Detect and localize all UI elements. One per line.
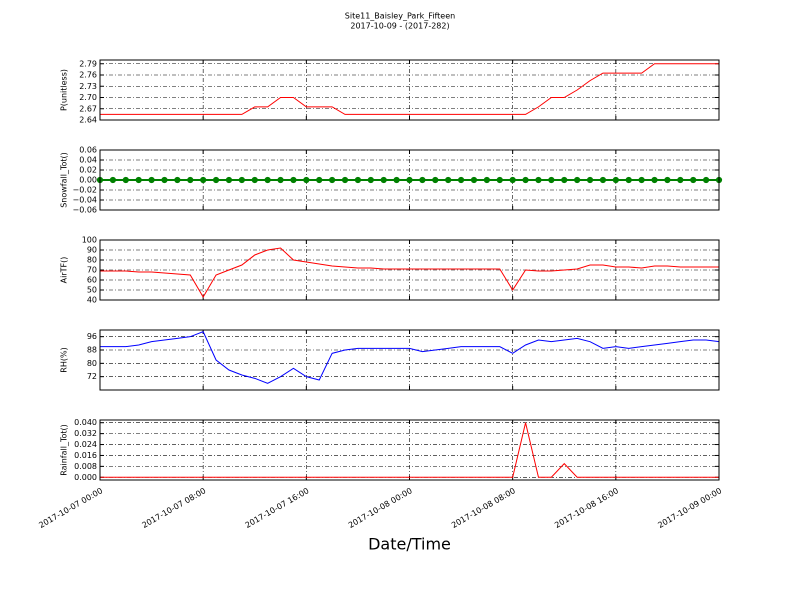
y-axis-label: P(unitless)	[60, 69, 69, 111]
y-tick-label: 0.032	[74, 429, 97, 438]
y-tick-label: 40	[87, 296, 97, 305]
y-tick-label: 88	[87, 346, 97, 355]
data-point	[574, 176, 581, 184]
data-point	[406, 176, 413, 184]
data-point	[535, 176, 542, 184]
data-point	[703, 176, 710, 184]
data-point	[664, 176, 671, 184]
y-axis-label: Rainfall_Tot()	[60, 424, 69, 476]
y-tick-label: 2.70	[79, 93, 97, 102]
y-tick-label: 0.04	[79, 156, 97, 165]
y-tick-label: 0.008	[74, 462, 97, 471]
y-tick-label: 0.040	[74, 418, 97, 427]
data-line	[100, 422, 719, 478]
data-point	[599, 176, 607, 184]
data-point	[548, 176, 555, 184]
data-point	[690, 176, 697, 184]
data-point	[174, 176, 181, 184]
data-point	[651, 176, 658, 184]
y-tick-label: 96	[87, 332, 97, 341]
data-point	[148, 176, 155, 184]
y-tick-label: 100	[82, 236, 97, 245]
data-point	[316, 176, 323, 184]
data-point	[200, 176, 207, 184]
y-tick-label: −0.06	[72, 206, 97, 215]
data-point	[432, 176, 439, 184]
y-tick-label: 70	[87, 266, 97, 275]
data-point	[122, 176, 129, 184]
data-point	[509, 176, 516, 184]
y-tick-label: 80	[87, 359, 97, 368]
y-tick-label: 0.016	[74, 451, 97, 460]
data-point	[470, 176, 478, 184]
data-point	[225, 176, 233, 184]
data-point	[380, 176, 387, 184]
y-axis-label: RH(%)	[60, 347, 69, 372]
plot-frame	[99, 329, 720, 391]
y-tick-label: 0.00	[79, 176, 97, 185]
y-axis-label: AirTF()	[60, 257, 69, 284]
chart-subtitle: 2017-10-09 - (2017-282)	[350, 22, 449, 31]
data-point	[290, 176, 297, 184]
y-tick-label: 2.64	[79, 116, 97, 125]
data-point	[354, 176, 362, 184]
y-axis-label: Snowfall_Tot()	[60, 152, 69, 208]
plot-frame	[99, 149, 720, 211]
plot-frame	[99, 239, 720, 301]
data-point	[393, 176, 400, 184]
data-point	[561, 176, 568, 184]
data-point	[187, 176, 194, 184]
data-point	[367, 176, 374, 184]
data-point	[341, 176, 349, 184]
data-point	[329, 176, 336, 184]
data-point	[419, 176, 426, 184]
data-line	[100, 247, 719, 298]
data-point	[522, 176, 529, 184]
data-point	[445, 176, 452, 184]
data-point	[212, 176, 220, 184]
data-point	[677, 176, 684, 184]
data-point	[496, 176, 503, 184]
data-point	[161, 176, 168, 184]
data-line	[100, 63, 719, 115]
data-point	[303, 176, 310, 184]
data-point	[457, 176, 465, 184]
y-tick-label: 60	[87, 276, 97, 285]
data-point	[625, 176, 632, 184]
data-point	[483, 176, 490, 184]
y-tick-label: 0.000	[74, 473, 97, 482]
data-point	[109, 176, 116, 184]
y-tick-label: 0.024	[74, 440, 97, 449]
data-point	[251, 176, 258, 184]
data-point	[277, 176, 284, 184]
data-point	[264, 176, 271, 184]
y-tick-label: 2.67	[79, 104, 97, 113]
y-tick-label: 90	[87, 246, 97, 255]
x-axis-label: Date/Time	[368, 535, 451, 554]
y-tick-label: 2.79	[79, 59, 97, 68]
data-point	[135, 176, 142, 184]
y-tick-label: −0.02	[72, 186, 97, 195]
data-point	[238, 176, 245, 184]
y-tick-label: 0.02	[79, 166, 97, 175]
y-tick-label: 50	[87, 286, 97, 295]
chart-title: Site11_Baisley_Park_Fifteen	[345, 12, 455, 21]
plot-frame	[99, 419, 720, 481]
y-tick-label: −0.04	[72, 196, 97, 205]
y-tick-label: 80	[87, 256, 97, 265]
y-tick-label: 0.06	[79, 146, 97, 155]
data-line	[100, 331, 720, 384]
plot-frame	[99, 59, 720, 121]
data-point	[586, 176, 594, 184]
data-point	[638, 176, 645, 184]
y-tick-label: 2.73	[79, 82, 97, 91]
y-tick-label: 2.76	[79, 71, 97, 80]
y-tick-label: 72	[87, 372, 97, 381]
data-point	[612, 176, 619, 184]
